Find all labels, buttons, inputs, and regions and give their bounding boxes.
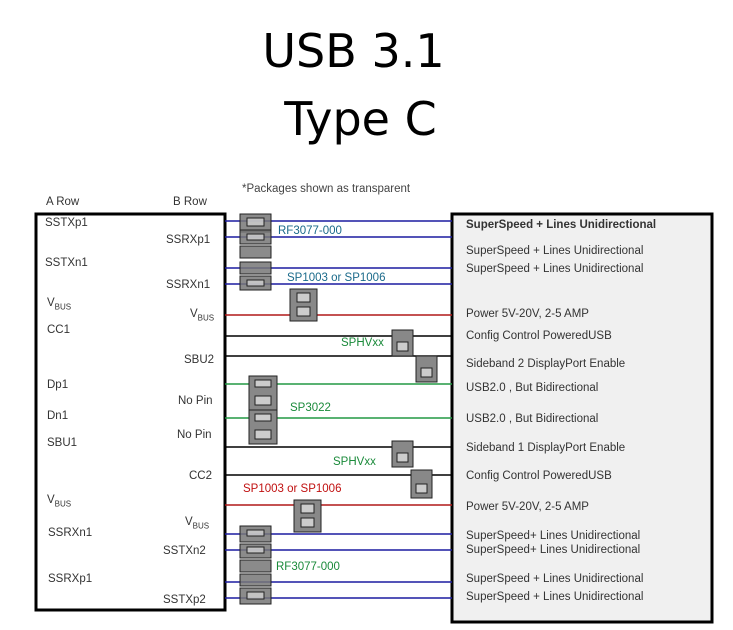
desc-line: Config Control PoweredUSB [466,470,612,482]
b-row-header: B Row [173,196,207,208]
desc-line: SuperSpeed + Lines Unidirectional [466,245,644,257]
part-label-sphvxx-bottom: SPHVxx [333,456,376,468]
rf3077-package-top [239,213,272,291]
connector-box [34,212,227,612]
part-label-rf3077-bottom: RF3077-000 [276,561,340,573]
part-label-sphvxx-top: SPHVxx [341,337,384,349]
sp3022-package [248,375,278,445]
b-pin-sbu2: SBU2 [184,354,215,366]
a-pin-cc1: CC1 [47,324,71,336]
b-pin-sstxn2: SSTXn2 [163,545,206,557]
a-pin-sstxp1: SSTXp1 [45,217,88,229]
desc-line: SuperSpeed + Lines Unidirectional [466,263,644,275]
a-pin-vbus-2: VBUS [47,494,72,509]
part-label-sp3022: SP3022 [290,402,331,414]
desc-line: SuperSpeed+ Lines Unidirectional [466,530,641,542]
a-pin-dn1: Dn1 [47,410,69,422]
part-label-rf3077-top: RF3077-000 [278,225,342,237]
desc-line: Config Control PoweredUSB [466,330,612,342]
a-pin-vbus-1: VBUS [47,297,72,312]
a-row-header: A Row [46,196,80,208]
a-pin-ssrxp1: SSRXp1 [48,573,93,585]
desc-line: SuperSpeed + Lines Unidirectional [466,591,644,603]
packages-note: *Packages shown as transparent [242,183,411,195]
desc-line: SuperSpeed + Lines Unidirectional [466,219,657,231]
part-label-sp1003-bottom: SP1003 or SP1006 [243,483,342,495]
desc-line: Power 5V-20V, 2-5 AMP [466,308,589,320]
sp1003-package-top [289,288,318,322]
b-pin-no-pin-1: No Pin [178,395,213,407]
rf3077-package-bottom [239,525,272,605]
b-pin-ssrxn1: SSRXn1 [166,279,211,291]
b-pin-cc2: CC2 [189,470,213,482]
b-pin-vbus-2: VBUS [185,516,210,531]
a-pin-sbu1: SBU1 [47,437,78,449]
a-pin-sstxn1: SSTXn1 [45,257,88,269]
desc-line: Sideband 2 DisplayPort Enable [466,358,626,370]
b-pin-no-pin-2: No Pin [177,429,212,441]
part-label-sp1003-top: SP1003 or SP1006 [287,272,386,284]
sp1003-package-bottom [293,499,322,533]
desc-line: SuperSpeed + Lines Unidirectional [466,573,644,585]
desc-line: USB2.0 , But Bidirectional [466,413,599,425]
b-pin-vbus-1: VBUS [190,308,215,323]
desc-line: Sideband 1 DisplayPort Enable [466,442,626,454]
title-line-2: Type C [284,92,437,146]
description-box [450,212,714,624]
b-pin-ssrxp1: SSRXp1 [166,234,211,246]
a-pin-ssrxn1: SSRXn1 [48,527,93,539]
desc-line: Power 5V-20V, 2-5 AMP [466,501,589,513]
title-line-1: USB 3.1 [262,24,445,78]
desc-line: SuperSpeed+ Lines Unidirectional [466,544,641,556]
b-pin-sstxp2: SSTXp2 [163,594,206,606]
a-pin-dp1: Dp1 [47,379,69,391]
sphv-package [391,329,438,499]
desc-line: USB2.0 , But Bidirectional [466,382,599,394]
